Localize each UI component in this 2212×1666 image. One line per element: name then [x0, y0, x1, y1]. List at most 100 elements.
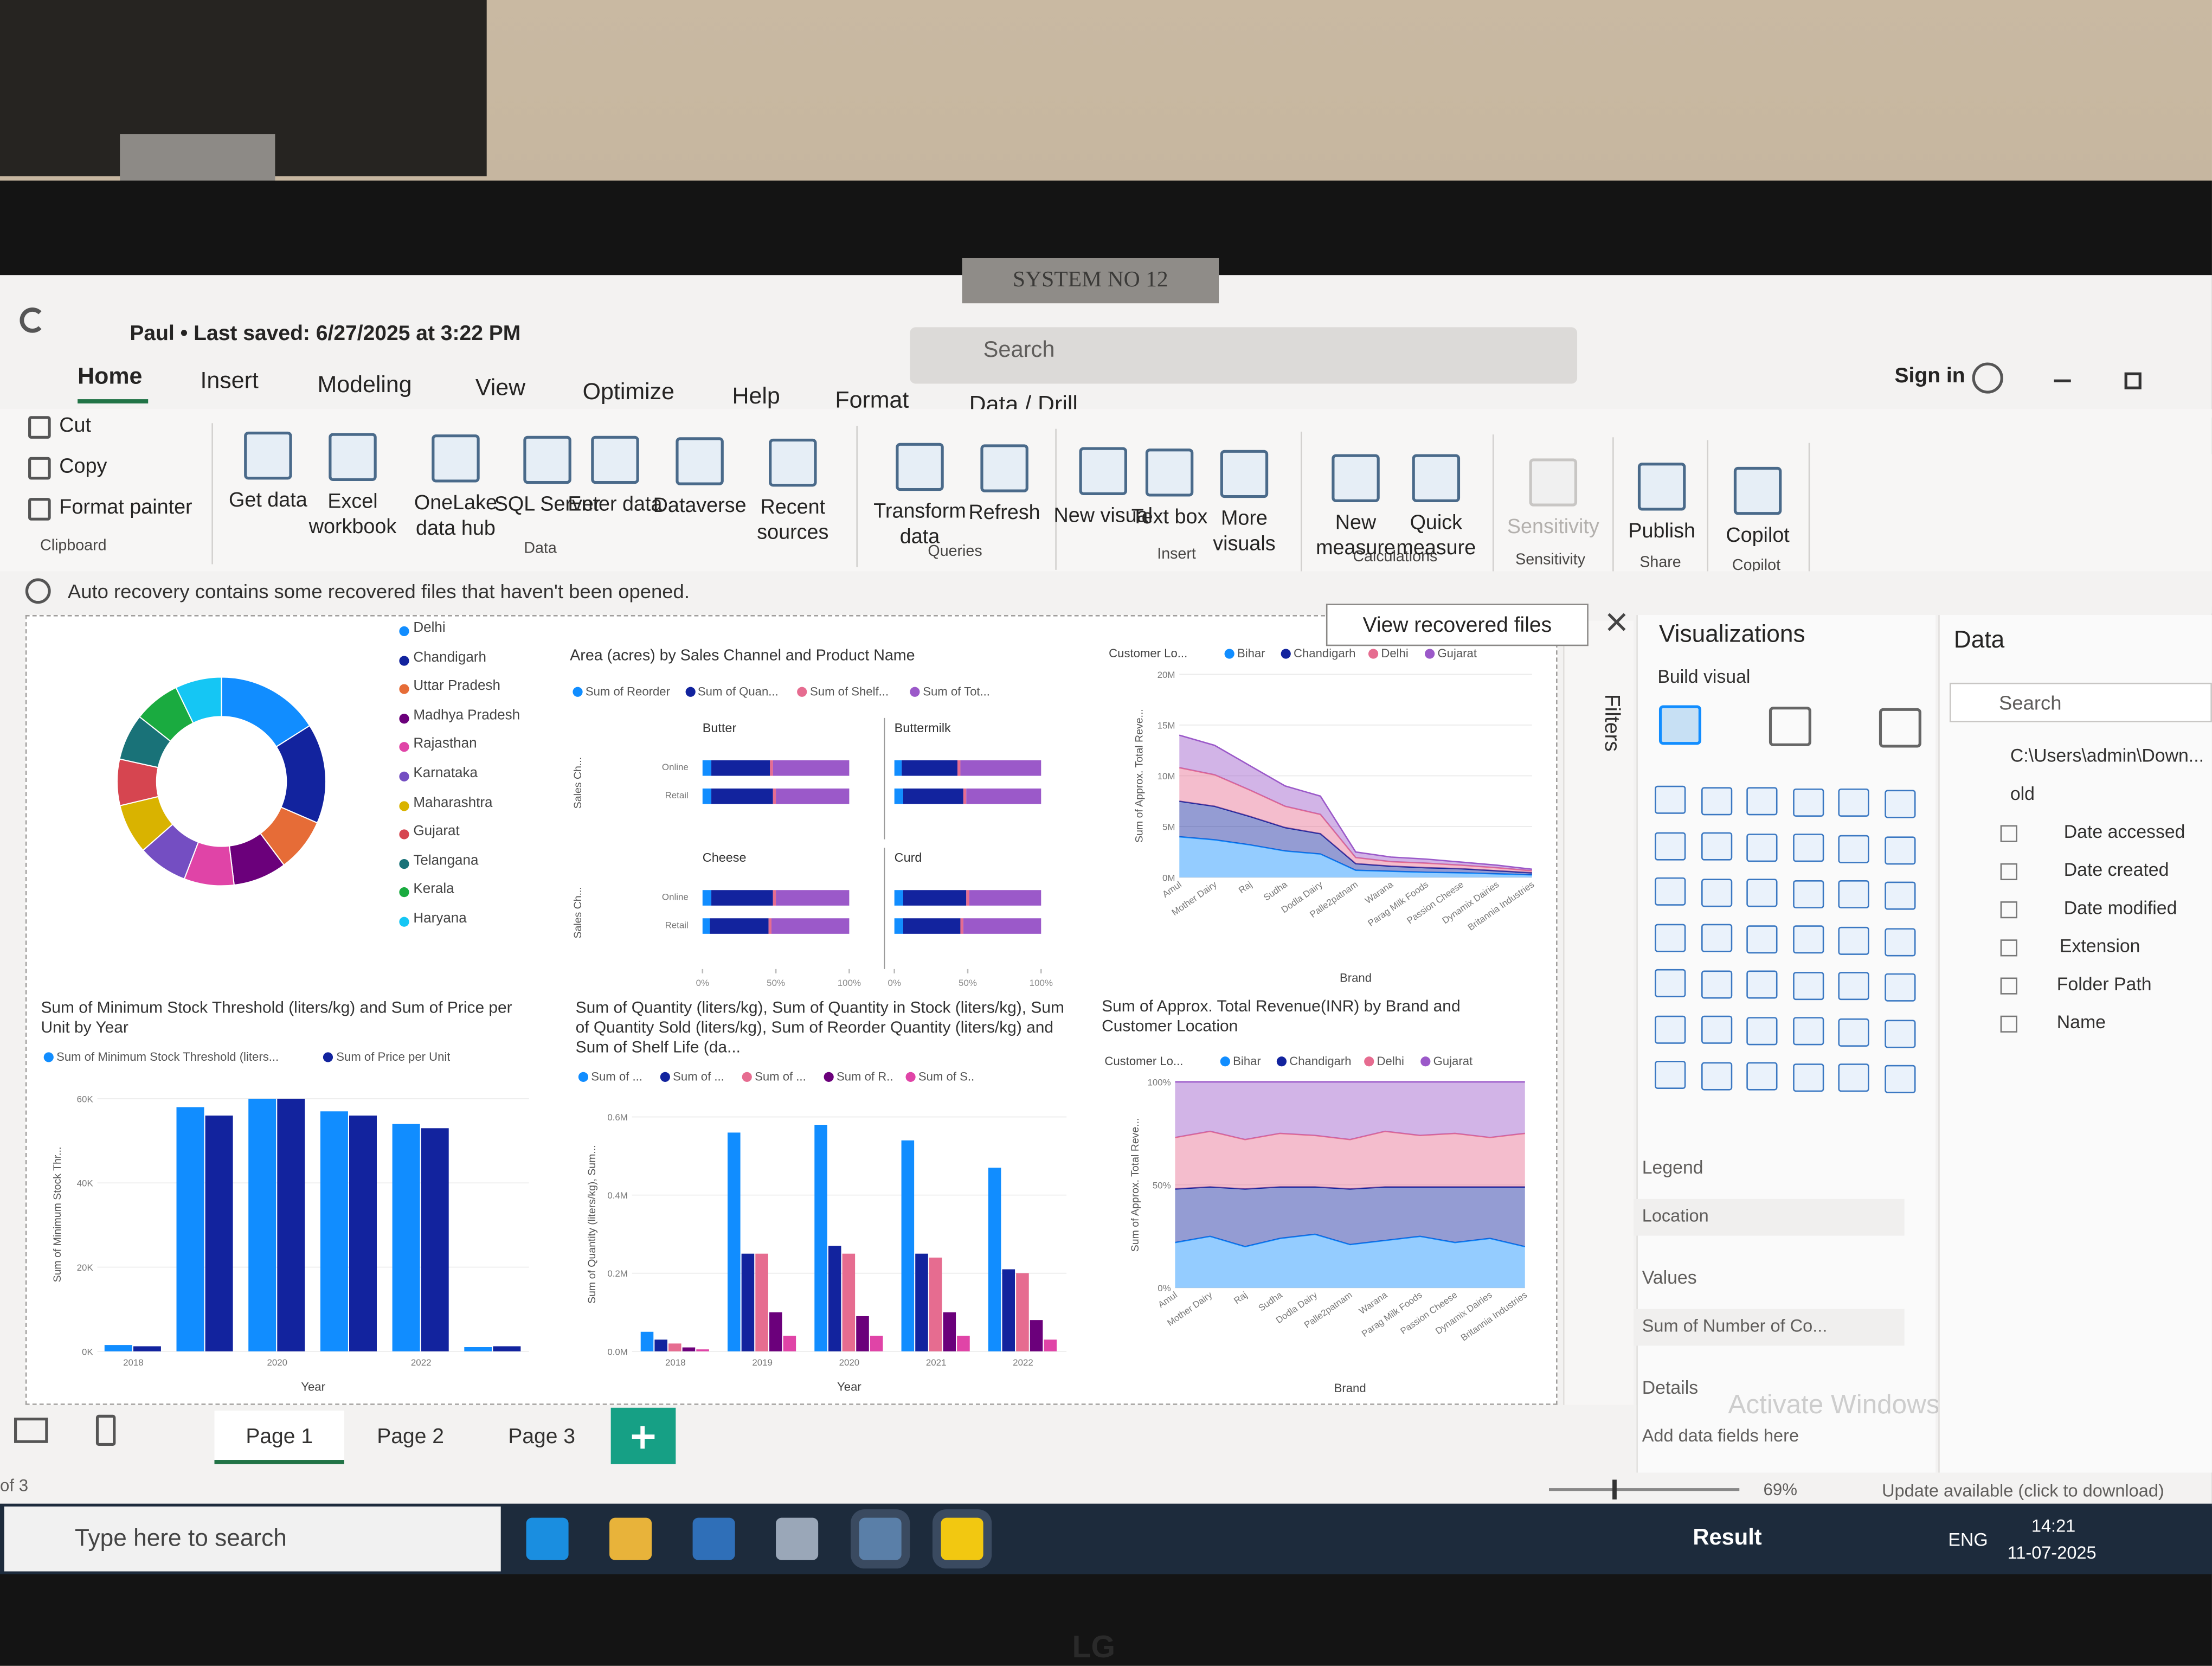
visual-type-icon[interactable]	[1838, 1018, 1869, 1047]
ribbon-icon[interactable]	[329, 433, 377, 481]
ribbon-icon[interactable]	[591, 436, 639, 484]
ribbon-button[interactable]: New measure	[1316, 511, 1396, 560]
ribbon-icon[interactable]	[1637, 463, 1686, 511]
visual-type-icon[interactable]	[1883, 881, 1915, 910]
visual-type-icon[interactable]	[1700, 970, 1732, 998]
visual-type-icon[interactable]	[1792, 1017, 1824, 1046]
visual-type-icon[interactable]	[1838, 1064, 1869, 1093]
maximize[interactable]	[2124, 372, 2142, 389]
taskbar-app[interactable]	[941, 1517, 983, 1560]
ribbon-icon[interactable]	[1412, 454, 1461, 503]
visual-type-icon[interactable]	[1883, 1019, 1915, 1048]
visual-type-icon[interactable]	[1792, 834, 1824, 862]
visual-type-icon[interactable]	[1655, 1015, 1686, 1043]
ribbon-icon[interactable]	[1332, 453, 1380, 502]
ribbon-icon[interactable]	[1733, 466, 1782, 515]
taskbar-app[interactable]	[692, 1517, 735, 1560]
visual-type-icon[interactable]	[1700, 924, 1732, 952]
visual-type-icon[interactable]	[1883, 790, 1915, 818]
visual-type-icon[interactable]	[1792, 971, 1824, 1000]
visual-type-icon[interactable]	[1655, 969, 1686, 997]
undo-icon[interactable]	[20, 307, 46, 333]
ribbon-button[interactable]: Copilot	[1726, 524, 1790, 548]
ribbon-tab[interactable]: Optimize	[582, 380, 675, 405]
tree-item[interactable]: Name	[2056, 1011, 2106, 1033]
visual-type-icon[interactable]	[1746, 1062, 1778, 1091]
well-field[interactable]: Location	[1634, 1199, 1905, 1236]
visual-type-icon[interactable]	[1792, 926, 1824, 954]
ribbon-icon[interactable]	[1529, 458, 1578, 507]
ribbon-button[interactable]: Publish	[1628, 521, 1696, 543]
ribbon-tab[interactable]: Help	[732, 383, 780, 409]
ribbon-button[interactable]: Format painter	[59, 496, 192, 520]
page-tab[interactable]: Page 2	[377, 1425, 445, 1449]
visual-type-icon[interactable]	[1838, 881, 1869, 909]
ribbon-icon[interactable]	[1079, 447, 1127, 496]
visual-type-icon[interactable]	[1655, 923, 1686, 952]
visual-type-icon[interactable]	[1746, 970, 1778, 999]
well-field[interactable]: Add data fields here	[1642, 1426, 1799, 1446]
visual-type-icon[interactable]	[1838, 789, 1869, 817]
ribbon-icon[interactable]	[28, 498, 51, 521]
ribbon-icon[interactable]	[769, 438, 817, 486]
well-field[interactable]: Sum of Number of Co...	[1634, 1309, 1905, 1346]
ribbon-button[interactable]: OneLake data hub	[414, 492, 498, 540]
visual-type-icon[interactable]	[1700, 878, 1732, 907]
tree-item[interactable]: Date created	[2063, 859, 2169, 881]
checkbox[interactable]	[2000, 1015, 2017, 1033]
ribbon-icon[interactable]	[523, 435, 571, 484]
ribbon-icon[interactable]	[676, 437, 724, 485]
build-mode-icon[interactable]	[1769, 707, 1811, 746]
ribbon-button[interactable]: Transform data	[873, 500, 966, 549]
ribbon-tab[interactable]: Modeling	[317, 371, 412, 398]
taskbar-app[interactable]	[859, 1517, 902, 1560]
update-notice[interactable]: Update available (click to download)	[1882, 1481, 2164, 1501]
visual-type-icon[interactable]	[1746, 1016, 1778, 1045]
visual-type-icon[interactable]	[1655, 785, 1686, 814]
visual-type-icon[interactable]	[1655, 831, 1686, 860]
visual[interactable]: Area (acres) by Sales Channel and Produc…	[562, 627, 1086, 988]
mobile-icon[interactable]	[95, 1414, 116, 1446]
visual-type-icon[interactable]	[1838, 972, 1869, 1001]
visual-type-icon[interactable]	[1746, 925, 1778, 953]
ribbon-button[interactable]: More visuals	[1213, 507, 1276, 555]
ribbon-button[interactable]: Quick measure	[1396, 512, 1476, 561]
visual-type-icon[interactable]	[1700, 786, 1732, 815]
visual-type-icon[interactable]	[1746, 879, 1778, 907]
clock-time[interactable]: 14:21	[2031, 1516, 2076, 1536]
visual[interactable]: Sum of Quantity (liters/kg), Sum of Quan…	[570, 988, 1081, 1396]
visual-type-icon[interactable]	[1700, 1015, 1732, 1044]
visual-type-icon[interactable]	[1655, 1060, 1686, 1089]
visual-type-icon[interactable]	[1792, 788, 1824, 817]
visual-type-icon[interactable]	[1746, 833, 1778, 862]
visual-type-icon[interactable]	[1883, 1065, 1915, 1093]
visual-type-icon[interactable]	[1700, 1061, 1732, 1090]
sign-in[interactable]: Sign in	[1894, 364, 1965, 388]
checkbox[interactable]	[2000, 863, 2017, 881]
zoom-slider[interactable]	[1548, 1488, 1740, 1491]
tree-item[interactable]: Date accessed	[2063, 821, 2185, 842]
tree-item[interactable]: C:\Users\admin\Down...	[2010, 745, 2204, 766]
build-mode-icon[interactable]	[1658, 705, 1702, 745]
ribbon-tab[interactable]: Format	[835, 387, 909, 413]
page-tab[interactable]: Page 3	[508, 1425, 576, 1449]
ribbon-tab[interactable]: View	[475, 375, 526, 401]
desktop-icon[interactable]	[14, 1418, 48, 1443]
visual[interactable]: Sum of Approx. Total Revenue(INR) by Bra…	[1094, 992, 1539, 1398]
visual-type-icon[interactable]	[1883, 973, 1915, 1002]
weather-text[interactable]: Result	[1693, 1526, 1762, 1550]
ribbon-button[interactable]: Excel workbook	[308, 491, 397, 539]
visual-type-icon[interactable]	[1655, 877, 1686, 906]
ribbon-icon[interactable]	[1220, 449, 1269, 498]
filters-label[interactable]: Filters	[1599, 694, 1624, 752]
tree-item[interactable]: Folder Path	[2056, 973, 2152, 995]
ribbon-icon[interactable]	[28, 457, 51, 480]
clock-date[interactable]: 11-07-2025	[2007, 1543, 2097, 1563]
build-mode-icon[interactable]	[1879, 708, 1921, 748]
zoom-level[interactable]: 69%	[1763, 1479, 1798, 1500]
ribbon-button[interactable]: New visual	[1053, 505, 1153, 528]
ribbon-button[interactable]: Cut	[59, 414, 92, 438]
visual-type-icon[interactable]	[1838, 926, 1869, 955]
visual-type-icon[interactable]	[1883, 927, 1915, 956]
taskbar-search[interactable]: Type here to search	[4, 1506, 501, 1572]
